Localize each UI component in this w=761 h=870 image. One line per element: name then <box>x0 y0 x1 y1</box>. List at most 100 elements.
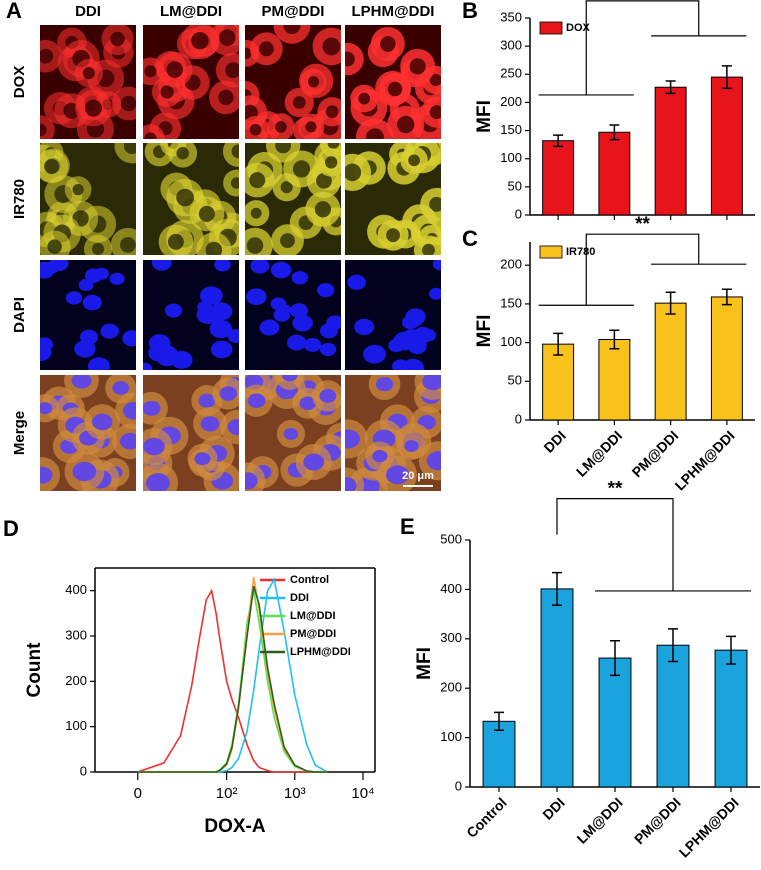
bar <box>542 140 575 216</box>
micrograph <box>245 25 341 139</box>
nucleus <box>143 362 153 370</box>
nucleus <box>110 31 125 47</box>
x-tick-label: PM@DDI <box>628 427 681 480</box>
error-bar <box>494 711 504 731</box>
nucleus <box>363 344 387 364</box>
nucleus <box>146 473 171 491</box>
nucleus <box>402 315 419 330</box>
nucleus <box>40 402 53 415</box>
cell <box>273 25 311 44</box>
nucleus <box>345 163 362 182</box>
y-tick-label: 250 <box>500 66 522 81</box>
cells <box>245 25 341 139</box>
nucleus <box>409 58 426 75</box>
y-axis-label: MFI <box>474 100 495 133</box>
nucleus <box>230 177 239 189</box>
nucleus <box>144 132 157 139</box>
y-tick-label: 300 <box>440 630 462 645</box>
nucleus <box>160 85 174 99</box>
nucleus <box>218 29 236 47</box>
panel-label: E <box>400 514 415 539</box>
nucleus <box>276 304 292 317</box>
y-tick-label: 350 <box>500 9 522 24</box>
legend-label: PM@DDI <box>290 628 336 640</box>
nucleus <box>289 303 309 318</box>
cells <box>345 26 441 139</box>
nucleus <box>270 261 292 279</box>
nucleus <box>112 381 130 395</box>
micrograph <box>245 143 341 255</box>
nucleus <box>122 401 136 420</box>
nucleus <box>198 205 215 222</box>
nucleus <box>275 143 292 154</box>
nucleus <box>358 92 371 105</box>
micrograph <box>40 375 136 491</box>
nucleus <box>123 143 136 154</box>
nucleus <box>82 66 95 80</box>
micrograph <box>143 143 239 255</box>
error-bar <box>668 628 678 663</box>
nucleus <box>375 377 394 392</box>
cells <box>143 260 239 370</box>
nucleus <box>429 73 441 87</box>
nucleus <box>386 228 401 243</box>
nucleus <box>120 95 136 112</box>
x-axis-label: DOX-A <box>204 816 266 837</box>
x-tick-label: 10³ <box>284 785 306 802</box>
bar <box>482 720 516 788</box>
row-header: Merge <box>11 411 28 455</box>
column-header: LPHM@DDI <box>352 3 435 20</box>
x-tick-label: 0 <box>134 785 142 802</box>
x-tick-label: PM@DDI <box>631 794 684 847</box>
nucleus <box>194 452 211 466</box>
nucleus <box>205 241 223 255</box>
y-tick-label: 100 <box>500 150 522 165</box>
bar <box>654 86 687 216</box>
bar <box>598 657 632 788</box>
scale-bar-label: 20 μm <box>402 470 434 482</box>
nucleus <box>40 48 54 64</box>
bar <box>710 296 743 421</box>
micrograph <box>245 260 341 370</box>
y-tick-label: 200 <box>65 673 87 688</box>
nucleus <box>210 340 233 359</box>
nucleus <box>303 337 322 352</box>
row-header: DOX <box>11 66 28 99</box>
nucleus <box>275 121 287 133</box>
nucleus <box>397 115 415 134</box>
nucleus <box>250 260 270 274</box>
y-tick-label: 0 <box>515 411 522 426</box>
y-tick-label: 50 <box>508 373 522 388</box>
nucleus <box>44 158 60 175</box>
nucleus <box>209 319 233 339</box>
y-axis-label: MFI <box>474 315 495 348</box>
nucleus <box>319 323 339 339</box>
y-axis-label: MFI <box>414 647 435 680</box>
cells <box>246 260 341 357</box>
error-bar <box>726 635 736 665</box>
nucleus <box>143 400 161 416</box>
nucleus <box>78 278 94 292</box>
y-tick-label: 150 <box>500 295 522 310</box>
nucleus <box>40 466 53 484</box>
histogram-line <box>137 588 328 773</box>
cells <box>345 375 441 491</box>
nucleus <box>281 375 298 382</box>
legend-label: LM@DDI <box>290 610 336 622</box>
nucleus <box>144 65 157 78</box>
panel-label: A <box>6 0 22 23</box>
nucleus <box>345 429 360 449</box>
nucleus <box>109 272 125 285</box>
nucleus <box>404 328 419 342</box>
micrograph <box>40 143 136 255</box>
y-tick-label: 300 <box>65 627 87 642</box>
nucleus <box>72 184 84 196</box>
nucleus <box>167 233 184 250</box>
legend-label: LPHM@DDI <box>290 646 351 658</box>
error-bar <box>609 329 620 350</box>
bar <box>656 644 690 788</box>
x-tick-label: LM@DDI <box>573 427 625 479</box>
nucleus <box>325 156 338 169</box>
nucleus <box>412 327 433 344</box>
